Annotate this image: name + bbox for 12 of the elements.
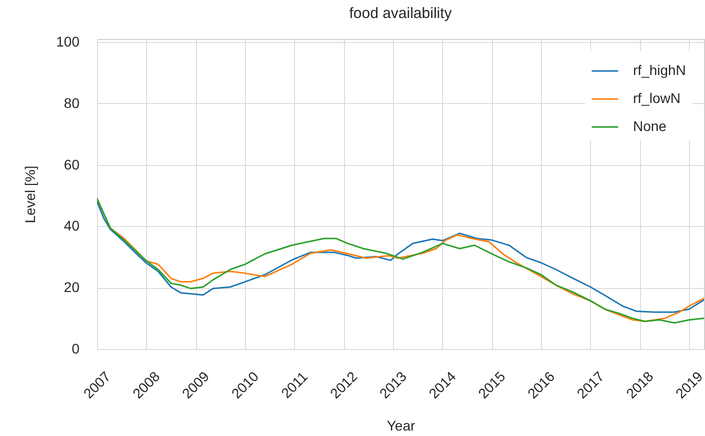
y-tick-label: 60 <box>64 156 80 172</box>
y-axis-title: Level [%] <box>22 166 38 224</box>
y-tick-label: 0 <box>72 340 80 356</box>
y-tick-label: 80 <box>64 94 80 111</box>
y-tick-label: 40 <box>64 218 80 234</box>
y-tick-label: 20 <box>64 279 80 296</box>
legend-label: rf_highN <box>633 62 686 78</box>
legend-label: None <box>633 118 667 134</box>
legend-label: rf_lowN <box>633 90 680 106</box>
chart-title: food availability <box>349 5 452 22</box>
x-axis-title: Year <box>386 417 416 434</box>
y-tick-label: 100 <box>56 34 80 50</box>
